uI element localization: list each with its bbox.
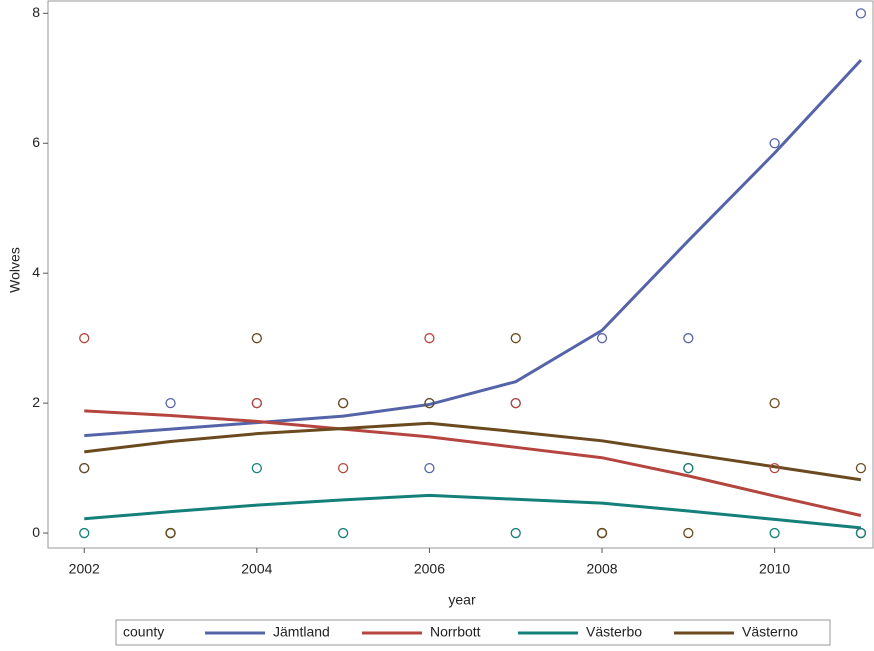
fit-line bbox=[84, 409, 862, 517]
x-axis-label: year bbox=[448, 592, 476, 608]
y-tick-label: 0 bbox=[32, 524, 40, 540]
y-tick-label: 2 bbox=[32, 394, 40, 410]
data-point bbox=[510, 527, 521, 539]
data-point bbox=[424, 333, 435, 344]
data-point bbox=[79, 527, 90, 539]
data-point bbox=[251, 462, 262, 474]
x-tick-label: 2008 bbox=[586, 561, 617, 577]
data-point bbox=[596, 333, 608, 344]
x-tick-label: 2010 bbox=[759, 561, 790, 577]
x-tick-label: 2002 bbox=[69, 561, 100, 577]
data-point bbox=[251, 333, 262, 344]
x-tick-label: 2004 bbox=[241, 561, 272, 577]
data-point bbox=[79, 462, 90, 474]
data-point bbox=[855, 462, 867, 474]
data-point bbox=[769, 138, 780, 149]
legend-title: county bbox=[123, 624, 164, 640]
legend-label: Västerno bbox=[742, 624, 798, 640]
data-point bbox=[769, 397, 780, 409]
data-point bbox=[337, 462, 349, 474]
data-point bbox=[337, 397, 349, 409]
fit-line bbox=[84, 59, 863, 438]
y-tick-label: 6 bbox=[32, 134, 40, 150]
data-point bbox=[596, 527, 608, 539]
data-point bbox=[510, 333, 521, 344]
data-point bbox=[769, 527, 780, 539]
fit-line bbox=[84, 493, 862, 530]
data-point bbox=[424, 462, 435, 474]
x-tick-label: 2006 bbox=[414, 561, 445, 577]
data-point bbox=[683, 333, 694, 344]
data-point bbox=[337, 527, 349, 539]
data-point bbox=[424, 397, 435, 409]
y-tick-label: 8 bbox=[32, 4, 40, 20]
data-point bbox=[251, 397, 262, 409]
y-tick-label: 4 bbox=[32, 264, 40, 280]
legend-label: Norrbott bbox=[430, 624, 481, 640]
fit-line bbox=[84, 421, 862, 482]
data-point bbox=[510, 397, 521, 409]
legend-label: Västerbo bbox=[586, 624, 642, 640]
y-axis-label: Wolves bbox=[7, 247, 23, 293]
data-point bbox=[683, 527, 694, 539]
legend-label: Jämtland bbox=[273, 624, 330, 640]
data-point bbox=[165, 397, 176, 409]
data-point bbox=[683, 462, 694, 474]
plot-frame bbox=[47, 0, 874, 549]
data-point bbox=[165, 527, 176, 539]
data-point bbox=[769, 462, 780, 474]
data-point bbox=[855, 527, 867, 539]
data-point bbox=[855, 8, 867, 19]
data-point bbox=[79, 333, 90, 344]
